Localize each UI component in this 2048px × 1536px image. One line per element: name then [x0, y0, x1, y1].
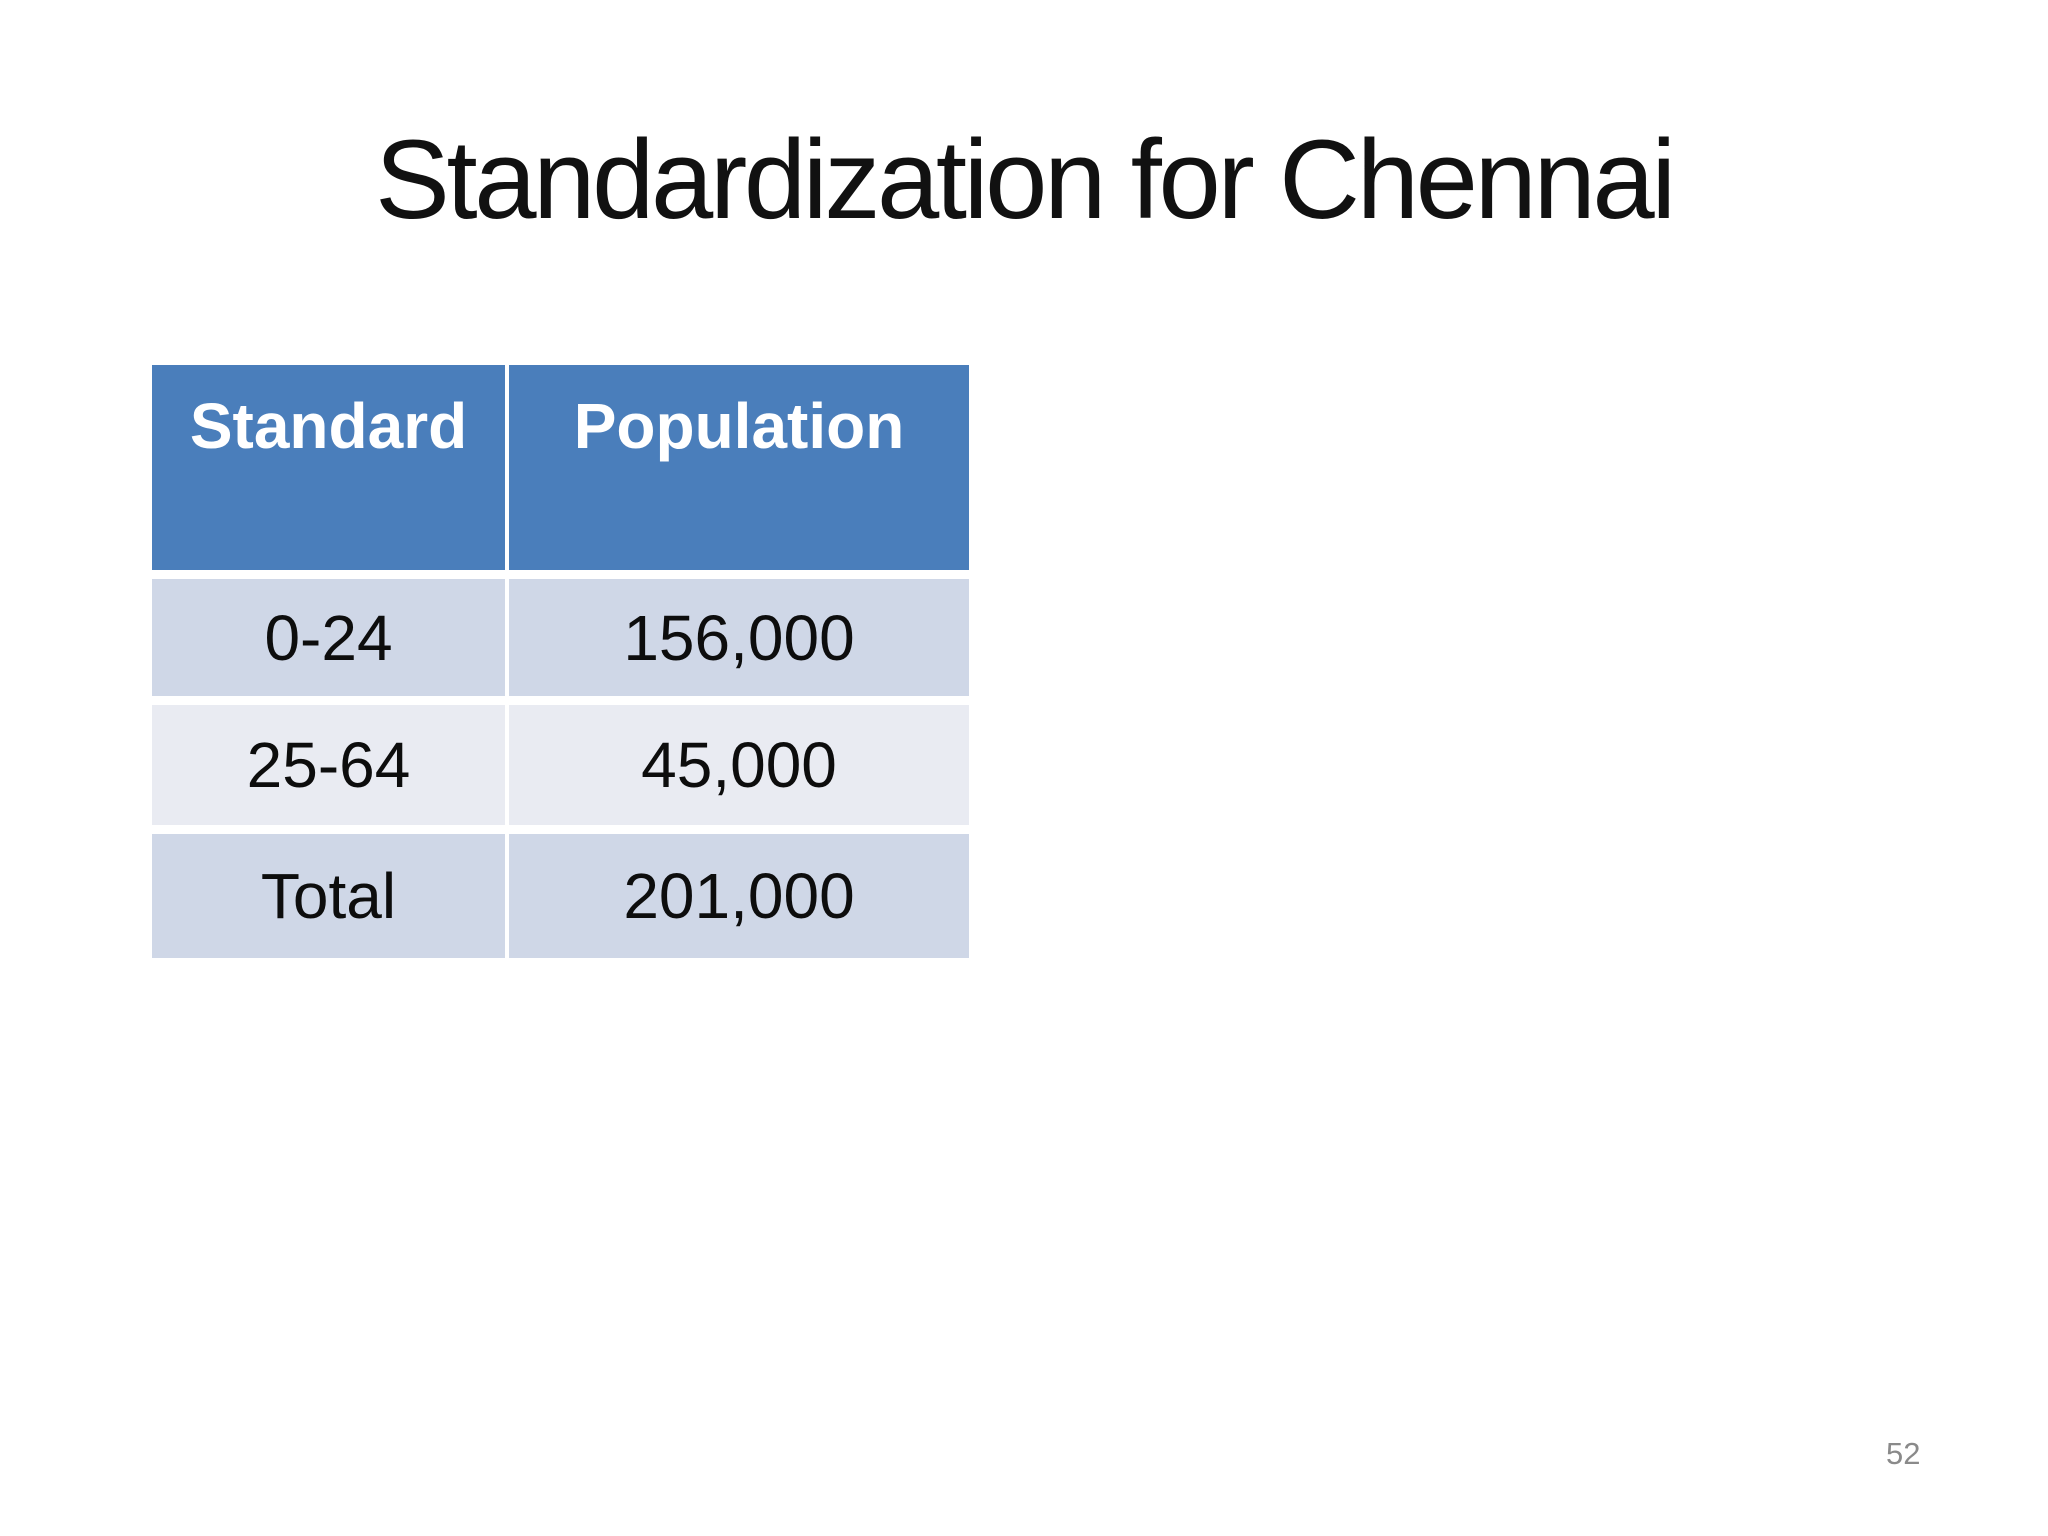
table-cell-standard-row1: 0-24 — [152, 579, 505, 696]
page-number: 52 — [1886, 1436, 1921, 1471]
slide-title: Standardization for Chennai — [375, 117, 1676, 242]
standardization-table: Standard Population 0-24 156,000 25-64 4… — [152, 365, 969, 958]
table-header-population: Population — [509, 365, 969, 570]
table-cell-standard-row3: Total — [152, 834, 505, 958]
table-header-standard: Standard — [152, 365, 505, 570]
table-cell-standard-row2: 25-64 — [152, 705, 505, 825]
table-cell-population-row2: 45,000 — [509, 705, 969, 825]
table-cell-population-row3: 201,000 — [509, 834, 969, 958]
table-cell-population-row1: 156,000 — [509, 579, 969, 696]
